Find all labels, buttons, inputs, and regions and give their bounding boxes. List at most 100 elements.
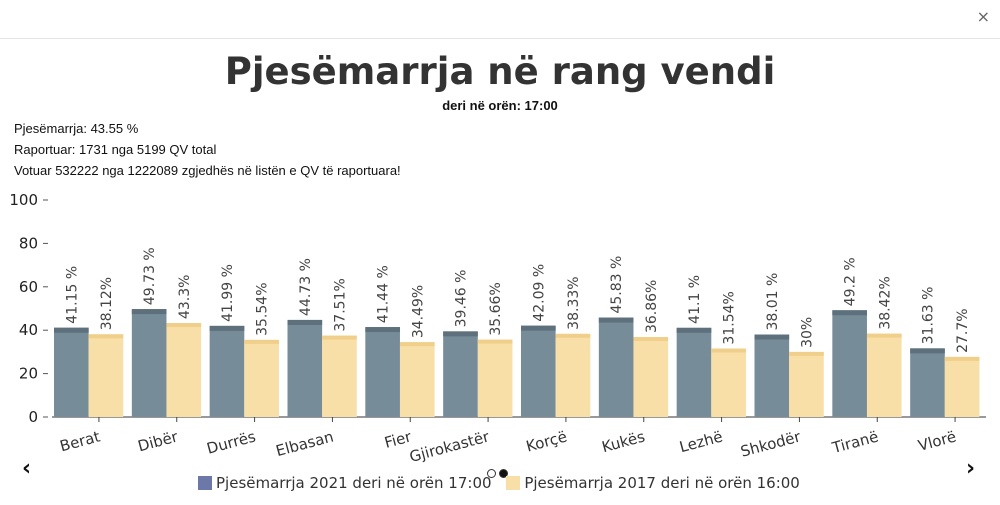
bar-2021-top-fier [365,327,400,333]
bar-2017-top-tirane [866,333,902,338]
data-label-2017-lezhe: 31.54% [722,291,738,344]
bar-2017-durres [244,339,279,417]
bar-2017-kukes [633,337,669,417]
bar-2017-tirane [866,333,902,417]
data-label-2021-berat: 41.15 % [64,266,80,324]
x-tick-label-tirane: Tiranë [829,427,880,457]
bar-2017-top-shkoder [789,351,824,356]
bar-2021-top-lezhe [676,327,712,333]
bar-2017-top-fier [399,342,435,347]
data-label-2021-durres: 41.99 % [220,264,236,322]
bar-2017-top-berat [88,334,124,339]
bar-2017-top-diber [166,323,202,328]
stats-panel: Pjesëmarrja: 43.55 % Raportuar: 1731 nga… [14,118,401,181]
bar-2017-top-elbasan [322,335,357,340]
x-tick-label-diber: Dibër [136,427,181,455]
voted-text: Votuar 532222 nga 1222089 zgjedhës në li… [14,163,401,178]
bar-2021-shkoder [754,334,790,417]
bar-2021-top-kukes [598,317,634,323]
data-label-2021-lezhe: 41.1 % [687,275,703,324]
data-label-2021-vlore: 31.63 % [920,287,936,345]
bar-2021-top-elbasan [287,319,323,325]
data-label-2021-kukes: 45.83 % [609,256,625,314]
data-label-2017-korce: 38.33% [566,276,582,329]
chart-legend: Pjesëmarrja 2021 deri në orën 17:00 Pjes… [198,474,810,492]
close-icon[interactable]: × [976,7,990,26]
bar-2021-berat [54,327,89,417]
bar-2021-top-tirane [832,310,867,316]
chart-title: Pjesëmarrja në rang vendi [224,50,776,93]
data-label-2017-diber: 43.3% [177,275,193,319]
bar-2021-durres [209,325,245,417]
legend-swatch-2017 [506,476,521,490]
bar-2017-fier [399,342,435,417]
pager-dot-2[interactable] [499,469,508,478]
bar-2021-top-diber [131,309,167,315]
data-label-2021-elbasan: 44.73 % [298,258,314,316]
chart-subtitle: deri në orën: 17:00 [442,98,558,113]
bar-2017-diber [166,323,202,417]
bar-2017-top-durres [244,339,279,344]
data-label-2017-tirane: 38.42% [877,276,893,329]
bar-2021-top-durres [209,325,245,331]
x-tick-label-kukes: Kukës [600,427,647,456]
x-tick-label-shkoder: Shkodër [739,427,804,460]
legend-item-2021[interactable]: Pjesëmarrja 2021 deri në orën 17:00 [198,474,492,492]
pager-dots [487,463,511,482]
legend-item-2017[interactable]: Pjesëmarrja 2017 deri në orën 16:00 [506,474,800,492]
bar-2017-lezhe [711,348,746,417]
data-label-2021-tirane: 49.2 % [843,257,859,306]
bar-2021-top-vlore [910,348,945,354]
bar-2017-top-gjirokaster [477,339,513,344]
y-tick-label: 60 [19,278,38,296]
prev-arrow-icon[interactable]: ‹ [22,456,32,481]
x-tick-label-lezhe: Lezhë [678,427,725,456]
bar-2021-elbasan [287,319,323,417]
bar-2021-fier [365,327,400,417]
bar-2021-korce [521,325,556,417]
data-label-2021-shkoder: 38.01 % [765,273,781,331]
data-label-2017-gjirokaster: 35.66% [488,282,504,335]
reported-text: Raportuar: 1731 nga 5199 QV total [14,142,217,157]
bar-2017-berat [88,334,124,417]
bar-2017-top-lezhe [711,348,746,353]
data-label-2017-vlore: 27.7% [955,308,971,352]
data-label-2021-diber: 49.73 % [142,247,158,305]
y-tick-label: 100 [9,191,38,209]
data-label-2017-durres: 35.54% [255,282,271,335]
data-label-2017-kukes: 36.86% [644,280,660,333]
pager-dot-1[interactable] [487,469,496,478]
data-label-2017-berat: 38.12% [99,277,115,330]
data-label-2017-fier: 34.49% [410,285,426,338]
x-tick-label-elbasan: Elbasan [274,427,336,460]
data-label-2017-shkoder: 30% [799,317,815,348]
x-tick-label-durres: Durrës [205,427,258,457]
data-label-2021-korce: 42.09 % [531,264,547,322]
next-arrow-icon[interactable]: › [966,456,976,481]
y-tick-label: 0 [28,408,38,426]
legend-label-2021: Pjesëmarrja 2021 deri në orën 17:00 [216,474,492,492]
legend-label-2017: Pjesëmarrja 2017 deri në orën 16:00 [524,474,800,492]
bar-2017-elbasan [322,335,357,417]
participation-text: Pjesëmarrja: 43.55 % [14,121,139,136]
y-tick-label: 40 [19,321,38,339]
bar-2017-korce [555,333,591,417]
bar-2017-shkoder [789,351,824,417]
x-tick-label-vlore: Vlorë [916,427,958,454]
y-tick-label: 20 [19,365,38,383]
legend-swatch-2021 [198,476,212,490]
x-tick-label-korce: Korçë [524,427,569,455]
bar-2021-vlore [910,348,945,417]
bar-2017-top-kukes [633,337,669,342]
x-tick-label-berat: Berat [58,427,102,455]
y-tick-label: 80 [19,234,38,252]
bar-2017-gjirokaster [477,339,513,417]
bar-2017-top-korce [555,333,591,338]
bar-2021-top-shkoder [754,334,790,340]
bar-2017-top-vlore [944,356,980,361]
bar-2021-top-gjirokaster [443,331,478,337]
bar-2021-gjirokaster [443,331,478,417]
data-label-2021-gjirokaster: 39.46 % [453,270,469,328]
bar-2021-lezhe [676,327,712,417]
